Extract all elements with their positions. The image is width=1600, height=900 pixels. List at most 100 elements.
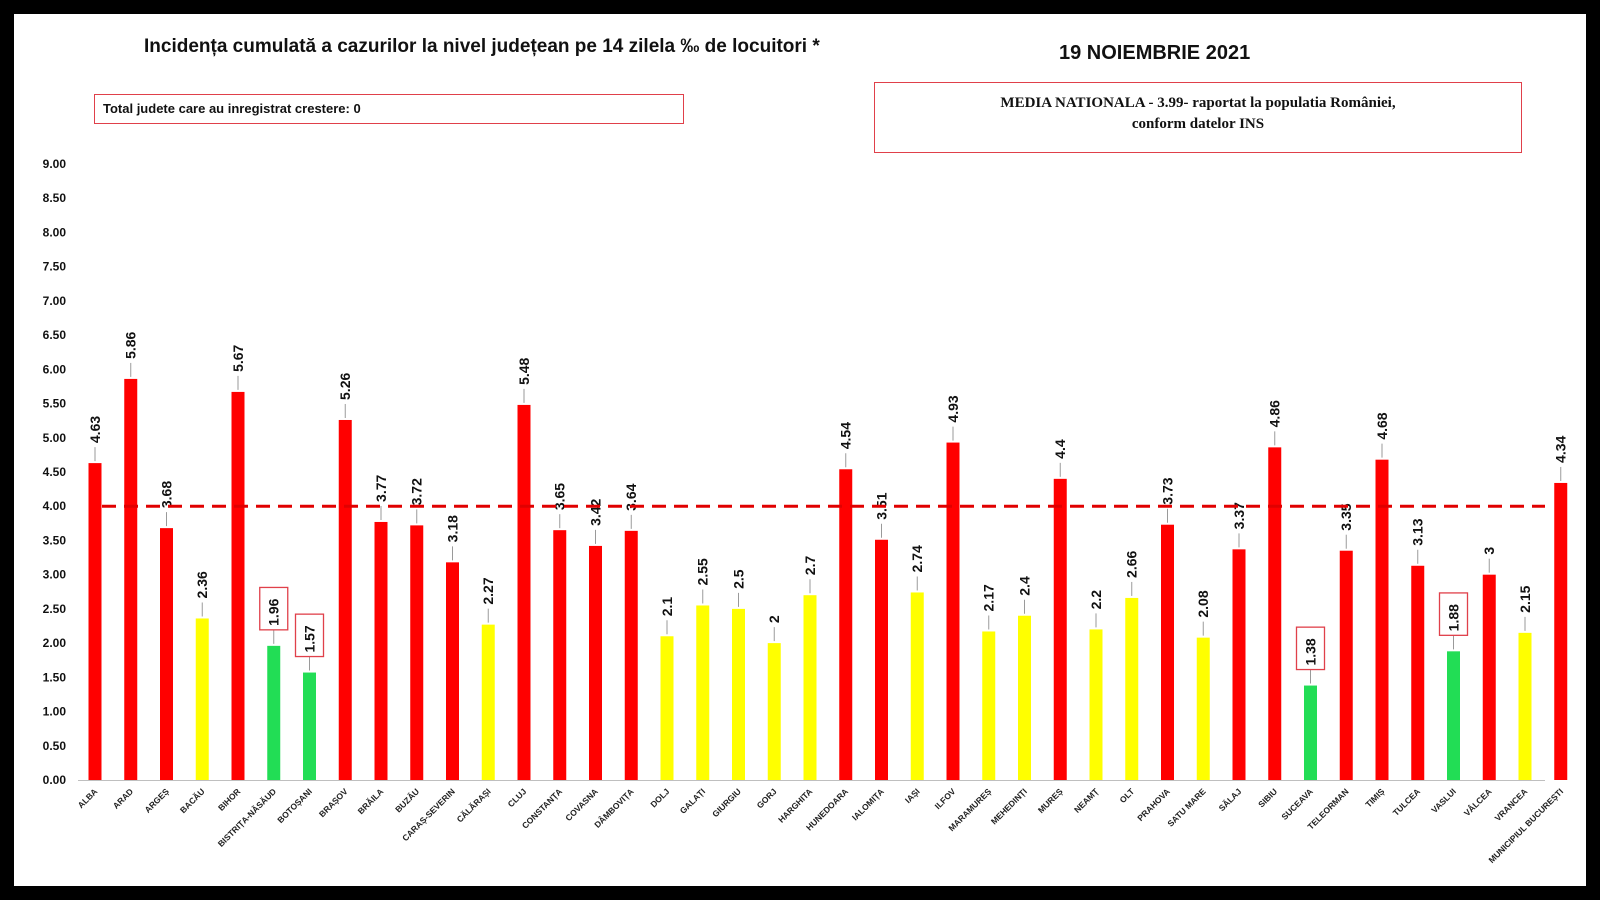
value-label: 3.65	[552, 483, 568, 510]
y-tick-label: 0.00	[43, 773, 67, 787]
category-label: ALBA	[76, 786, 100, 810]
bar-bihor	[231, 391, 245, 780]
y-tick-label: 7.50	[43, 260, 67, 274]
total-increase-text: Total judete care au inregistrat crester…	[103, 101, 361, 116]
category-label: DOLJ	[648, 786, 671, 809]
value-label: 5.67	[230, 344, 246, 371]
value-label: 2	[766, 615, 782, 623]
bar-ialomița	[875, 539, 888, 780]
value-label: 5.26	[337, 373, 353, 400]
y-tick-label: 6.50	[43, 328, 67, 342]
y-tick-label: 7.00	[43, 294, 67, 308]
value-label: 1.38	[1303, 638, 1319, 665]
national-average-line1: MEDIA NATIONALA - 3.99- raportat la popu…	[1000, 95, 1396, 111]
category-label: GALAȚI	[678, 786, 707, 815]
bar-harghita	[803, 595, 817, 780]
category-label: CĂLĂRAȘI	[455, 786, 493, 824]
value-label: 2.66	[1124, 550, 1140, 577]
category-label: SIBIU	[1256, 786, 1279, 809]
bar-vâlcea	[1482, 574, 1496, 780]
bar-sibiu	[1268, 447, 1282, 780]
category-label: PRAHOVA	[1135, 786, 1172, 823]
value-label: 4.34	[1553, 435, 1569, 462]
bar-gorj	[767, 643, 781, 780]
value-label: 4.54	[838, 422, 854, 449]
total-increase-box: Total judete care au inregistrat crester…	[94, 94, 684, 124]
value-label: 2.55	[695, 558, 711, 585]
bar-galați	[696, 605, 710, 780]
value-label: 4.63	[87, 416, 103, 443]
value-label: 2.27	[480, 577, 496, 604]
category-label: CLUJ	[506, 786, 529, 809]
y-tick-label: 8.50	[43, 191, 67, 205]
value-label: 3.13	[1410, 518, 1426, 545]
y-tick-label: 4.00	[43, 499, 67, 513]
value-label: 4.68	[1374, 412, 1390, 439]
bar-hunedoara	[839, 469, 853, 780]
category-label: BRĂILA	[356, 786, 386, 816]
value-label: 3.42	[588, 498, 604, 525]
category-label: BIHOR	[216, 786, 242, 812]
value-label: 2.74	[909, 545, 925, 572]
bar-olt	[1125, 597, 1139, 780]
category-label: TIMIȘ	[1363, 786, 1386, 809]
category-label: GORJ	[755, 786, 779, 810]
y-tick-label: 5.00	[43, 431, 67, 445]
value-label: 3.18	[445, 515, 461, 542]
value-label-box	[259, 586, 289, 631]
y-tick-label: 3.00	[43, 568, 67, 582]
bar-buzău	[410, 525, 424, 780]
value-label: 3.35	[1338, 503, 1354, 530]
national-average-box: MEDIA NATIONALA - 3.99- raportat la popu…	[874, 82, 1522, 153]
bar-giurgiu	[732, 608, 745, 780]
value-label: 2.15	[1517, 585, 1533, 612]
value-label: 1.88	[1446, 604, 1462, 631]
category-label: BUZĂU	[393, 786, 421, 814]
bar-municipiul-bucurești	[1554, 482, 1568, 780]
bar-călărași	[481, 624, 495, 780]
category-label: BOTOȘANI	[275, 786, 314, 825]
bar-tulcea	[1411, 565, 1425, 780]
value-label: 3	[1481, 547, 1497, 555]
value-label: 3.77	[373, 475, 389, 502]
bar-brașov	[338, 419, 352, 780]
bar-bistrița-năsăud	[267, 645, 281, 780]
category-label: OLT	[1118, 786, 1137, 805]
bar-maramureș	[982, 631, 996, 780]
bar-vrancea	[1518, 632, 1532, 780]
category-label: IAȘI	[903, 786, 922, 805]
bar-arad	[124, 378, 138, 780]
y-tick-label: 2.00	[43, 636, 67, 650]
value-label: 5.48	[516, 357, 532, 384]
category-label: TULCEA	[1391, 786, 1422, 817]
value-label: 3.68	[159, 481, 175, 508]
value-label-box	[294, 613, 325, 658]
bar-cluj	[517, 404, 531, 780]
value-label: 2.17	[981, 584, 997, 611]
category-label: ILFOV	[933, 786, 958, 811]
value-label: 2.2	[1088, 590, 1104, 610]
category-label: VRANCEA	[1493, 786, 1530, 823]
value-label: 2.36	[194, 571, 210, 598]
category-label: MUNICIPIUL BUCUREȘTI	[1486, 786, 1565, 865]
value-label: 4.4	[1052, 439, 1068, 459]
category-label: ARAD	[111, 786, 135, 810]
value-label: 2.1	[659, 597, 675, 617]
category-label: VÂLCEA	[1461, 786, 1493, 818]
bar-constanța	[553, 530, 567, 780]
category-label: COVASNA	[563, 786, 600, 823]
value-label-box	[1295, 626, 1326, 671]
bar-dâmbovița	[624, 530, 638, 780]
y-tick-label: 8.00	[43, 225, 67, 239]
value-label: 2.4	[1017, 576, 1033, 596]
category-label: HARGHITA	[776, 786, 814, 824]
bar-brăila	[374, 521, 388, 780]
category-label: SUCEAVA	[1279, 786, 1315, 822]
value-label: 3.72	[409, 478, 425, 505]
value-label: 1.96	[266, 598, 282, 625]
national-average-line2: conform datelor INS	[1131, 116, 1265, 132]
category-label: BRAȘOV	[317, 786, 350, 819]
category-label: BACĂU	[178, 786, 207, 815]
value-label: 3.37	[1231, 502, 1247, 529]
bar-covasna	[589, 545, 602, 780]
